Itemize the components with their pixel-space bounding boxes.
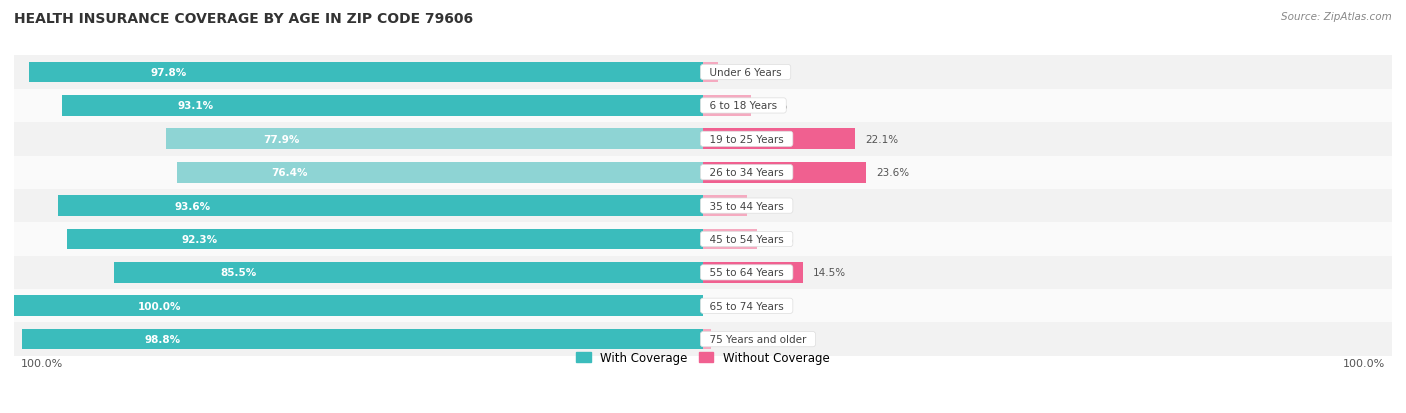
Text: 93.6%: 93.6% — [174, 201, 211, 211]
Bar — [703, 329, 711, 350]
Bar — [177, 162, 703, 183]
Text: 7.8%: 7.8% — [768, 235, 793, 244]
Bar — [14, 190, 1392, 223]
Text: 26 to 34 Years: 26 to 34 Years — [703, 168, 790, 178]
Text: 45 to 54 Years: 45 to 54 Years — [703, 235, 790, 244]
Bar — [703, 162, 866, 183]
Text: 0.0%: 0.0% — [713, 301, 740, 311]
Text: 77.9%: 77.9% — [263, 135, 299, 145]
Text: 6.9%: 6.9% — [761, 101, 787, 111]
Text: 100.0%: 100.0% — [138, 301, 181, 311]
Text: 92.3%: 92.3% — [181, 235, 218, 244]
Bar — [14, 223, 1392, 256]
Text: 2.2%: 2.2% — [728, 68, 755, 78]
Bar — [703, 96, 751, 116]
Bar — [703, 62, 718, 83]
Text: 100.0%: 100.0% — [1343, 358, 1385, 368]
Text: Under 6 Years: Under 6 Years — [703, 68, 789, 78]
Bar — [703, 229, 756, 250]
Bar — [14, 123, 1392, 156]
Text: 76.4%: 76.4% — [271, 168, 308, 178]
Bar — [62, 96, 703, 116]
Bar — [67, 229, 703, 250]
Text: 22.1%: 22.1% — [866, 135, 898, 145]
Text: HEALTH INSURANCE COVERAGE BY AGE IN ZIP CODE 79606: HEALTH INSURANCE COVERAGE BY AGE IN ZIP … — [14, 12, 474, 26]
Text: Source: ZipAtlas.com: Source: ZipAtlas.com — [1281, 12, 1392, 22]
Bar — [14, 90, 1392, 123]
Text: 1.2%: 1.2% — [721, 335, 748, 344]
Text: 97.8%: 97.8% — [150, 68, 187, 78]
Bar — [703, 262, 803, 283]
Bar — [14, 296, 703, 316]
Bar — [703, 129, 855, 150]
Bar — [14, 290, 1392, 323]
Bar — [703, 196, 747, 216]
Bar — [22, 329, 703, 350]
Text: 93.1%: 93.1% — [177, 101, 214, 111]
Text: 75 Years and older: 75 Years and older — [703, 335, 813, 344]
Text: 35 to 44 Years: 35 to 44 Years — [703, 201, 790, 211]
Text: 98.8%: 98.8% — [145, 335, 181, 344]
Text: 19 to 25 Years: 19 to 25 Years — [703, 135, 790, 145]
Bar — [14, 156, 1392, 190]
Bar — [14, 256, 1392, 290]
Bar — [114, 262, 703, 283]
Text: 100.0%: 100.0% — [21, 358, 63, 368]
Text: 55 to 64 Years: 55 to 64 Years — [703, 268, 790, 278]
Bar — [166, 129, 703, 150]
Bar — [58, 196, 703, 216]
Bar — [14, 56, 1392, 90]
Legend: With Coverage, Without Coverage: With Coverage, Without Coverage — [572, 347, 834, 369]
Text: 6.4%: 6.4% — [758, 201, 785, 211]
Text: 14.5%: 14.5% — [813, 268, 846, 278]
Text: 65 to 74 Years: 65 to 74 Years — [703, 301, 790, 311]
Text: 6 to 18 Years: 6 to 18 Years — [703, 101, 783, 111]
Bar — [14, 323, 1392, 356]
Bar — [30, 62, 703, 83]
Text: 23.6%: 23.6% — [876, 168, 910, 178]
Text: 85.5%: 85.5% — [219, 268, 256, 278]
